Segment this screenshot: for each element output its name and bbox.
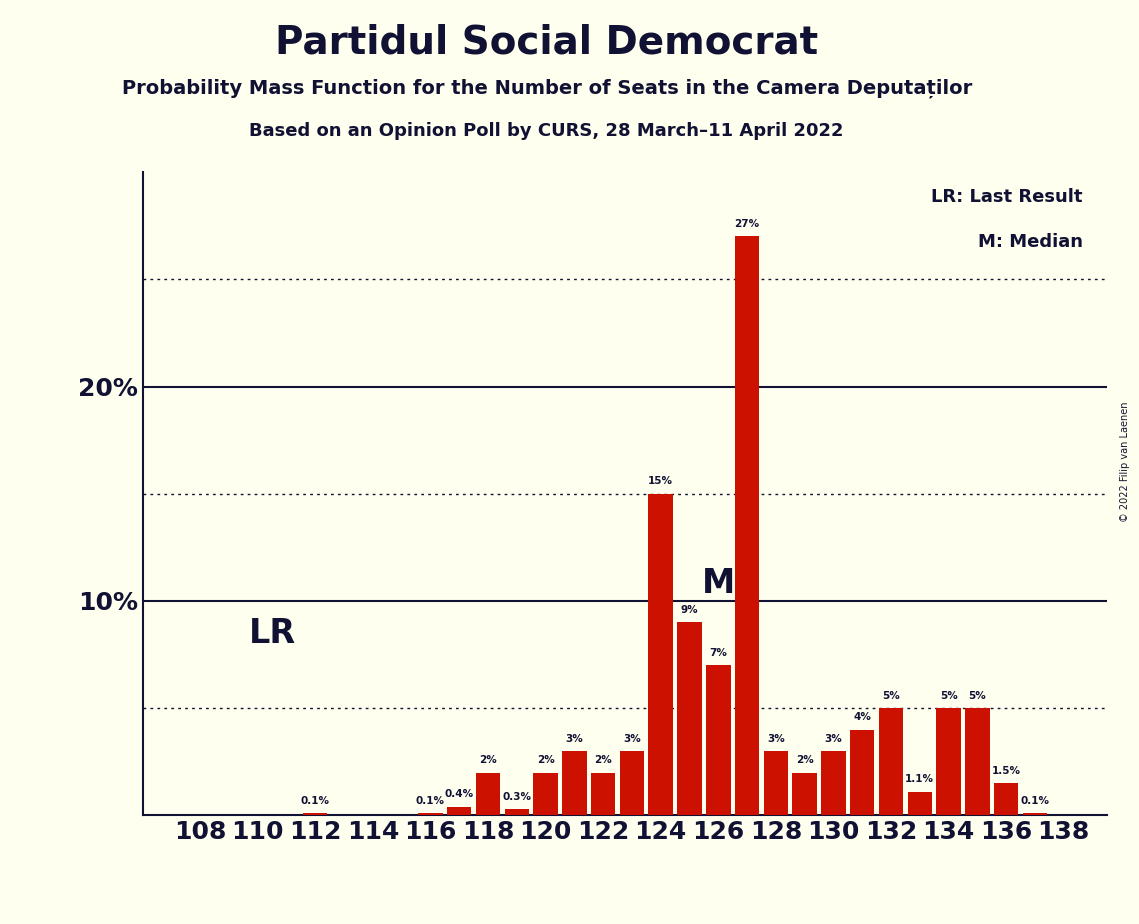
Text: 3%: 3% — [623, 734, 641, 744]
Text: Partidul Social Democrat: Partidul Social Democrat — [276, 23, 818, 61]
Text: 2%: 2% — [480, 755, 497, 765]
Text: 3%: 3% — [767, 734, 785, 744]
Text: 0.1%: 0.1% — [416, 796, 445, 806]
Bar — [303, 813, 328, 816]
Text: 5%: 5% — [968, 691, 986, 700]
Bar — [418, 813, 443, 816]
Text: 2%: 2% — [595, 755, 612, 765]
Text: 0.1%: 0.1% — [1021, 796, 1049, 806]
Text: 1.5%: 1.5% — [992, 766, 1021, 776]
Bar — [533, 772, 558, 816]
Text: 5%: 5% — [940, 691, 958, 700]
Bar — [994, 784, 1018, 816]
Bar — [446, 807, 472, 816]
Text: 3%: 3% — [565, 734, 583, 744]
Text: 27%: 27% — [735, 219, 760, 229]
Text: 2%: 2% — [796, 755, 813, 765]
Text: 2%: 2% — [536, 755, 555, 765]
Text: 7%: 7% — [710, 648, 727, 658]
Bar — [936, 708, 961, 816]
Text: LR: Last Result: LR: Last Result — [932, 188, 1083, 206]
Bar — [850, 730, 875, 816]
Text: M: Median: M: Median — [977, 233, 1083, 251]
Bar — [735, 237, 760, 816]
Bar — [476, 772, 500, 816]
Text: M: M — [702, 567, 735, 601]
Text: 15%: 15% — [648, 476, 673, 486]
Bar — [763, 751, 788, 816]
Bar — [505, 809, 528, 816]
Text: 3%: 3% — [825, 734, 843, 744]
Text: 5%: 5% — [882, 691, 900, 700]
Text: 4%: 4% — [853, 712, 871, 723]
Bar — [879, 708, 903, 816]
Text: 0.4%: 0.4% — [444, 789, 474, 799]
Bar — [678, 623, 702, 816]
Bar — [620, 751, 645, 816]
Text: Based on an Opinion Poll by CURS, 28 March–11 April 2022: Based on an Opinion Poll by CURS, 28 Mar… — [249, 122, 844, 140]
Bar — [793, 772, 817, 816]
Bar — [706, 665, 730, 816]
Bar — [908, 792, 932, 816]
Text: 9%: 9% — [681, 605, 698, 615]
Bar — [965, 708, 990, 816]
Text: 0.1%: 0.1% — [301, 796, 329, 806]
Bar — [562, 751, 587, 816]
Bar — [1023, 813, 1047, 816]
Bar — [821, 751, 845, 816]
Text: 0.3%: 0.3% — [502, 792, 531, 801]
Text: 1.1%: 1.1% — [906, 774, 934, 784]
Text: LR: LR — [248, 616, 296, 650]
Text: © 2022 Filip van Laenen: © 2022 Filip van Laenen — [1121, 402, 1130, 522]
Bar — [591, 772, 615, 816]
Bar — [648, 493, 673, 816]
Text: Probability Mass Function for the Number of Seats in the Camera Deputaților: Probability Mass Function for the Number… — [122, 79, 972, 98]
